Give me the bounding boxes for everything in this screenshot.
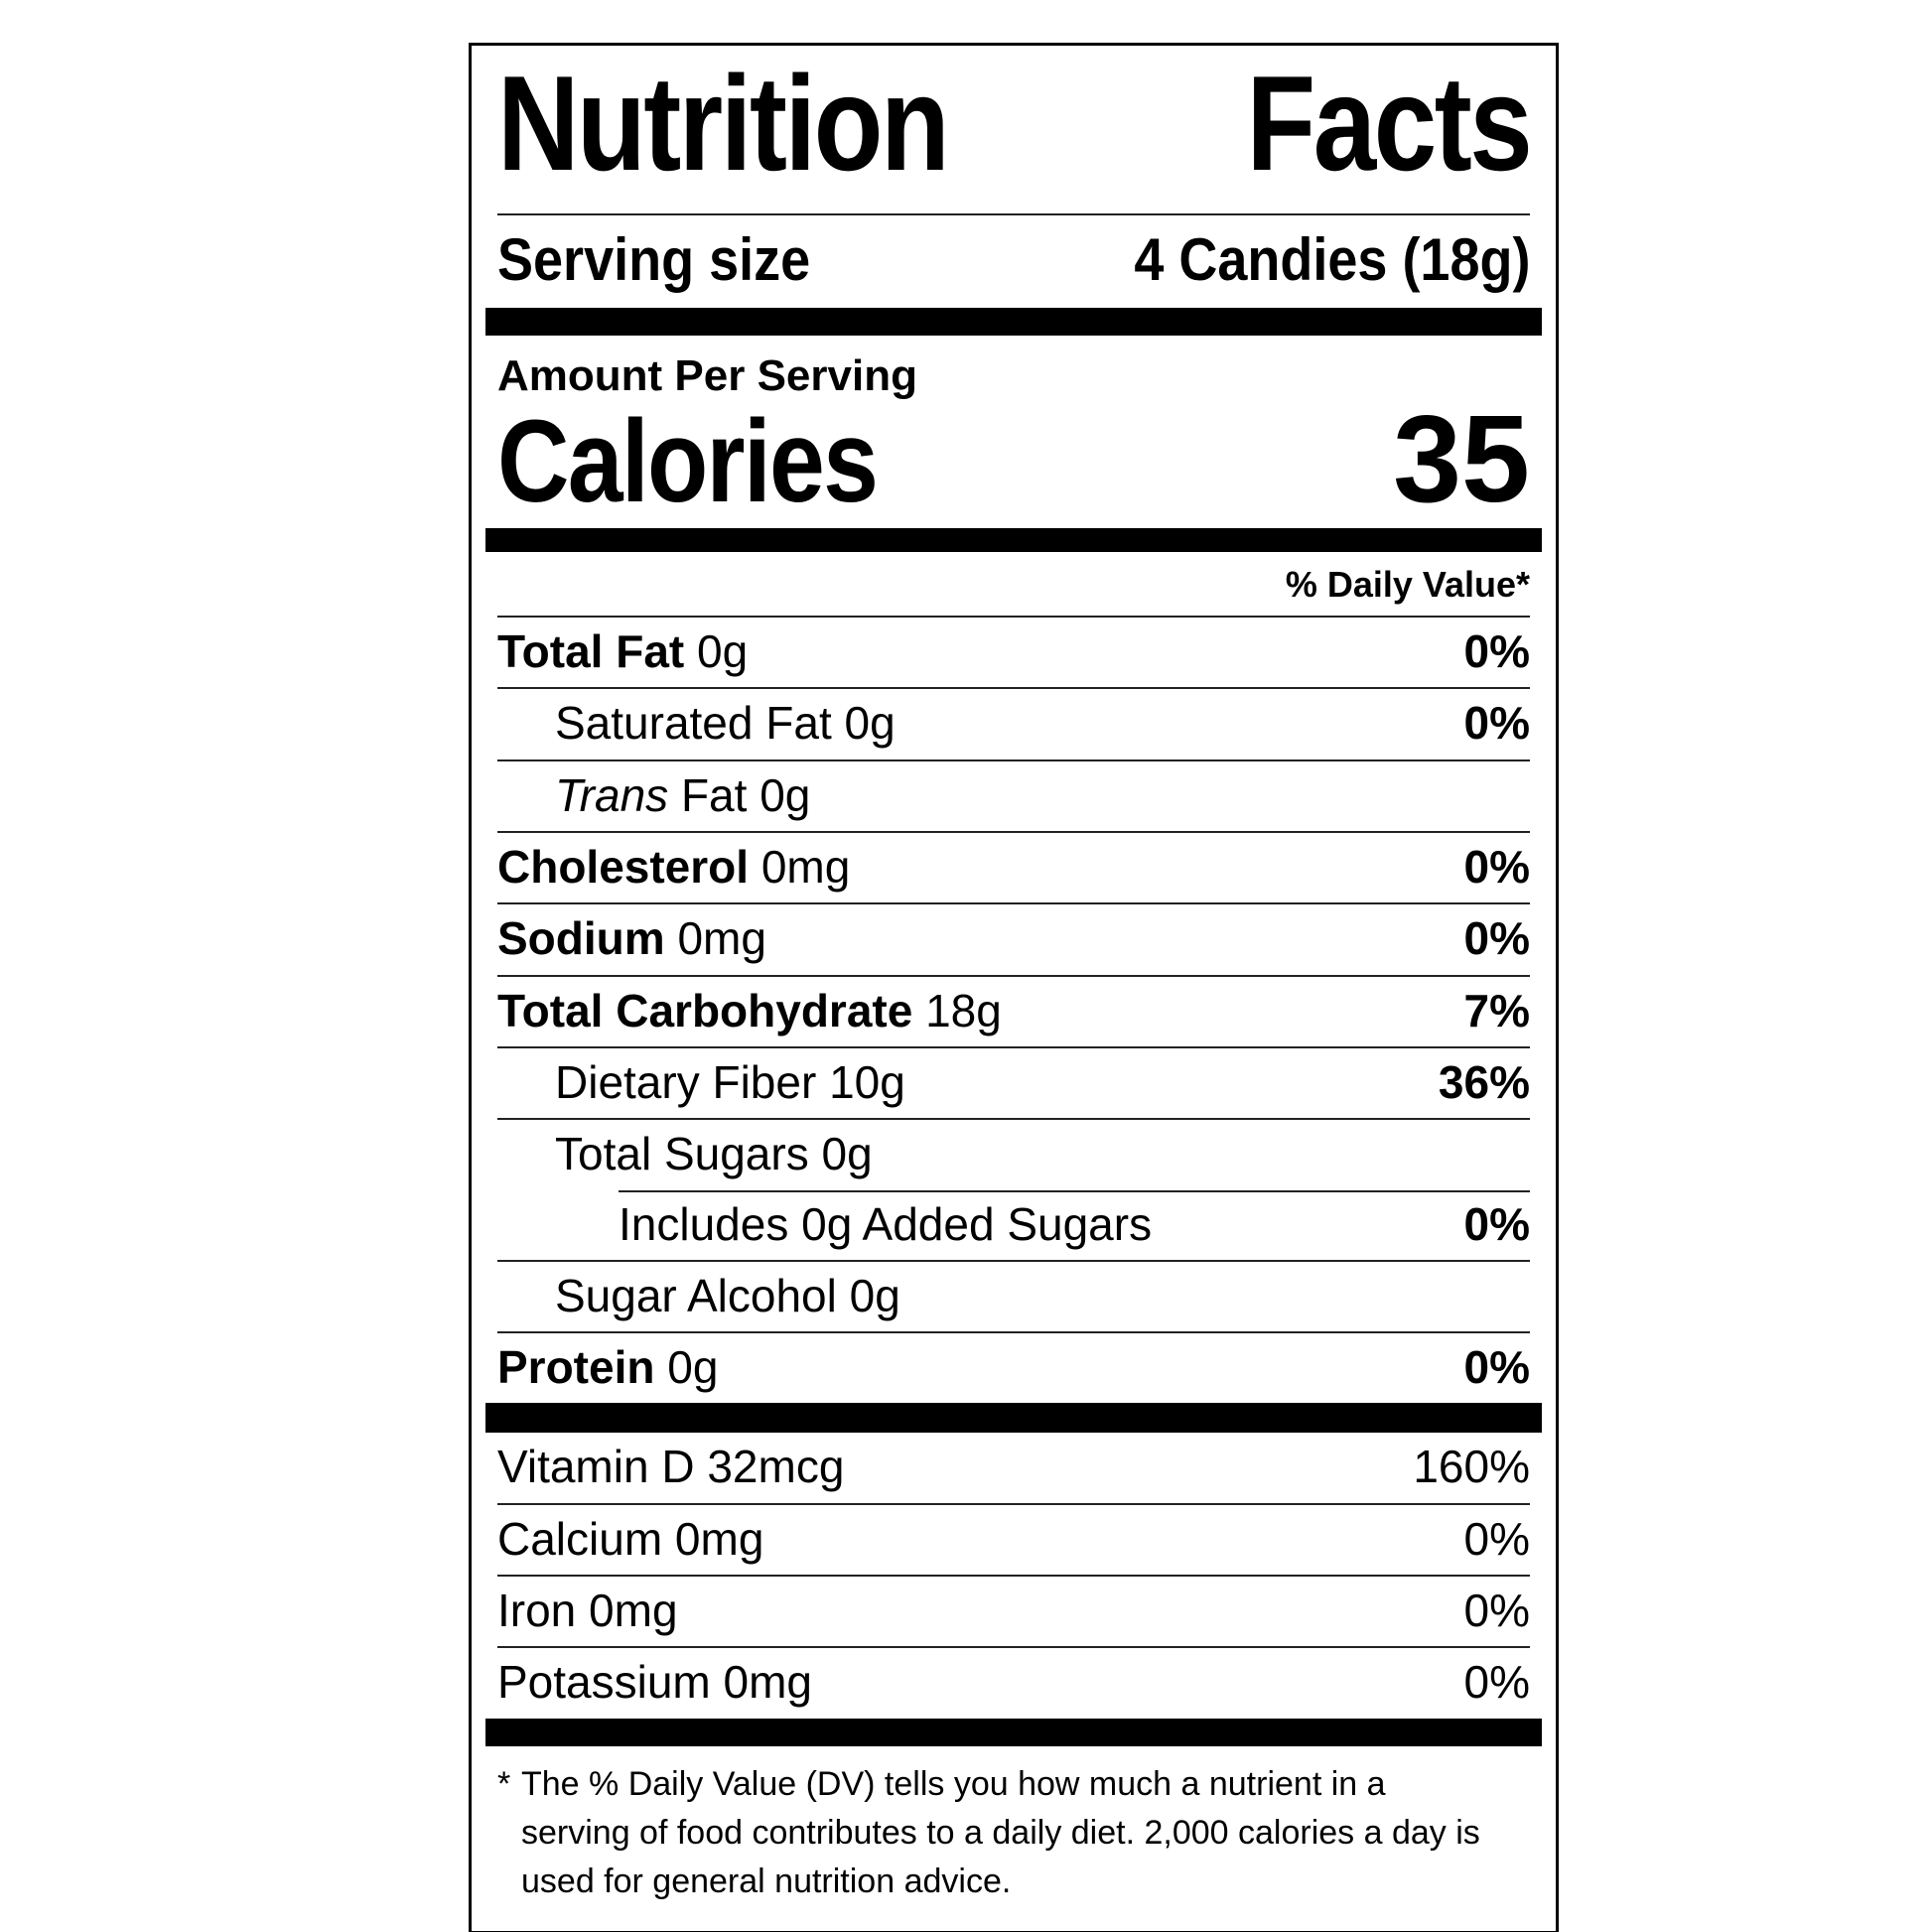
nutrient-name-lead: Cholesterol — [497, 841, 750, 894]
title-word-facts: Facts — [1246, 48, 1532, 199]
nutrient-dv: 0% — [1463, 625, 1530, 678]
nutrient-name-lead: Total Sugars — [555, 1128, 809, 1180]
nutrient-name-lead: Total Fat — [497, 625, 685, 678]
row-dietary-fiber: Dietary Fiber 10g 36% — [497, 1045, 1530, 1118]
nutrient-name-lead: Sodium — [497, 912, 665, 965]
nutrition-facts-label: Nutrition Facts Serving size 4 Candies (… — [469, 43, 1559, 1932]
nutrient-name: Potassium 0mg — [497, 1658, 812, 1706]
nutrient-dv: 36% — [1438, 1055, 1530, 1108]
nutrient-name-lead: Protein — [497, 1341, 655, 1394]
nutrient-name-lead: Trans — [555, 768, 669, 821]
vitamins-table: Vitamin D 32mcg 160% Calcium 0mg 0% Iron 0mg… — [497, 1433, 1530, 1718]
nutrient-name-lead: Sugar Alcohol — [555, 1269, 837, 1321]
row-sodium: Sodium 0mg 0% — [497, 902, 1530, 974]
nutrient-amount: 0g — [831, 697, 896, 750]
row-protein: Protein 0g 0% — [497, 1331, 1530, 1403]
calories-value: 35 — [1393, 391, 1530, 529]
nutrient-name: Sugar Alcohol 0g — [497, 1272, 900, 1319]
nutrient-name: Total Sugars 0g — [497, 1130, 873, 1177]
nutrient-name-lead: Dietary Fiber — [555, 1055, 817, 1108]
nutrient-name-lead: Potassium 0mg — [497, 1656, 813, 1709]
nutrient-dv: 0% — [1463, 912, 1530, 965]
nutrient-name-lead: Calcium 0mg — [497, 1512, 764, 1565]
row-total-carbohydrate: Total Carbohydrate 18g 7% — [497, 974, 1530, 1046]
row-total-fat: Total Fat 0g 0% — [497, 616, 1530, 687]
nutrient-amount: 0g — [808, 1128, 873, 1180]
nutrient-name-lead: Saturated Fat — [555, 697, 832, 750]
nutrient-name: Calcium 0mg — [497, 1515, 763, 1563]
nutrient-dv: 0% — [1463, 1197, 1530, 1250]
nutrient-name-lead: Total Carbohydrate — [497, 984, 913, 1036]
nutrient-dv: 0% — [1463, 697, 1530, 750]
nutrient-amount: 0mg — [664, 912, 766, 965]
row-iron-0mg: Iron 0mg 0% — [497, 1575, 1530, 1646]
nutrient-amount: 0g — [654, 1341, 719, 1394]
row-potassium-0mg: Potassium 0mg 0% — [497, 1646, 1530, 1718]
footnote-text: The % Daily Value (DV) tells you how muc… — [521, 1764, 1480, 1901]
nutrient-name-lead: Vitamin D 32mcg — [497, 1441, 845, 1493]
row-total-sugars: Total Sugars 0g — [497, 1118, 1530, 1189]
thick-divider-bar-top — [485, 308, 1542, 337]
nutrient-name: Dietary Fiber 10g — [497, 1058, 905, 1106]
nutrient-name: Sodium 0mg — [497, 914, 766, 962]
row-sugar-alcohol: Sugar Alcohol 0g — [497, 1259, 1530, 1331]
nutrient-name-lead: Includes 0g Added Sugars — [619, 1197, 1153, 1250]
nutrient-dv: 0% — [1463, 1341, 1530, 1394]
calories-row: Calories 35 — [497, 391, 1530, 529]
nutrient-dv: 0% — [1463, 1656, 1530, 1709]
title-word-nutrition: Nutrition — [497, 48, 950, 199]
nutrients-table: Total Fat 0g 0% Saturated Fat 0g 0% Trans Fa… — [497, 616, 1530, 1403]
footnote: * The % Daily Value (DV) tells you how m… — [497, 1760, 1530, 1907]
calories-label: Calories — [497, 396, 879, 528]
nutrient-name: Vitamin D 32mcg — [497, 1443, 844, 1490]
thick-divider-bar-calories — [485, 528, 1542, 553]
nutrient-amount: 18g — [912, 984, 1002, 1036]
thick-divider-bar-bottom — [485, 1718, 1542, 1746]
row-saturated-fat: Saturated Fat 0g 0% — [497, 687, 1530, 759]
amount-per-serving-label: Amount Per Serving — [497, 351, 917, 401]
nutrient-name-lead: Iron 0mg — [497, 1585, 678, 1637]
nutrient-dv: 160% — [1413, 1441, 1530, 1493]
serving-size-label: Serving size — [497, 226, 811, 294]
nutrient-name: Cholesterol 0mg — [497, 843, 850, 891]
row-vitamin-d-32mcg: Vitamin D 32mcg 160% — [497, 1433, 1530, 1502]
nutrient-name: Saturated Fat 0g — [497, 699, 896, 747]
serving-size-value: 4 Candies (18g) — [1133, 226, 1530, 294]
nutrient-name: Includes 0g Added Sugars — [497, 1197, 1153, 1250]
nutrient-amount: Fat 0g — [668, 768, 811, 821]
nutrient-name: Trans Fat 0g — [497, 771, 810, 819]
footnote-asterisk: * — [497, 1764, 511, 1803]
nutrient-name: Total Carbohydrate 18g — [497, 987, 1002, 1035]
row-includes-0g-added-sugars: Includes 0g Added Sugars 0% — [497, 1189, 1530, 1260]
nutrient-name: Iron 0mg — [497, 1587, 678, 1634]
thick-divider-bar-protein — [485, 1403, 1542, 1434]
title-divider — [497, 213, 1530, 216]
nutrient-name: Total Fat 0g — [497, 627, 748, 675]
row-cholesterol: Cholesterol 0mg 0% — [497, 831, 1530, 902]
nutrient-amount: 10g — [816, 1055, 905, 1108]
nutrient-dv: 0% — [1463, 841, 1530, 894]
nutrient-amount: 0g — [836, 1269, 900, 1321]
label-title: Nutrition Facts — [497, 48, 1533, 199]
row-calcium-0mg: Calcium 0mg 0% — [497, 1502, 1530, 1575]
nutrient-name: Protein 0g — [497, 1343, 718, 1391]
daily-value-header: % Daily Value* — [1285, 564, 1530, 606]
nutrient-amount: 0mg — [749, 841, 851, 894]
nutrient-dv: 0% — [1463, 1585, 1530, 1637]
nutrient-dv: 7% — [1463, 984, 1530, 1036]
nutrient-dv: 0% — [1463, 1512, 1530, 1565]
nutrient-amount: 0g — [684, 625, 749, 678]
serving-size-row: Serving size 4 Candies (18g) — [497, 215, 1530, 308]
row-trans: Trans Fat 0g — [497, 759, 1530, 831]
